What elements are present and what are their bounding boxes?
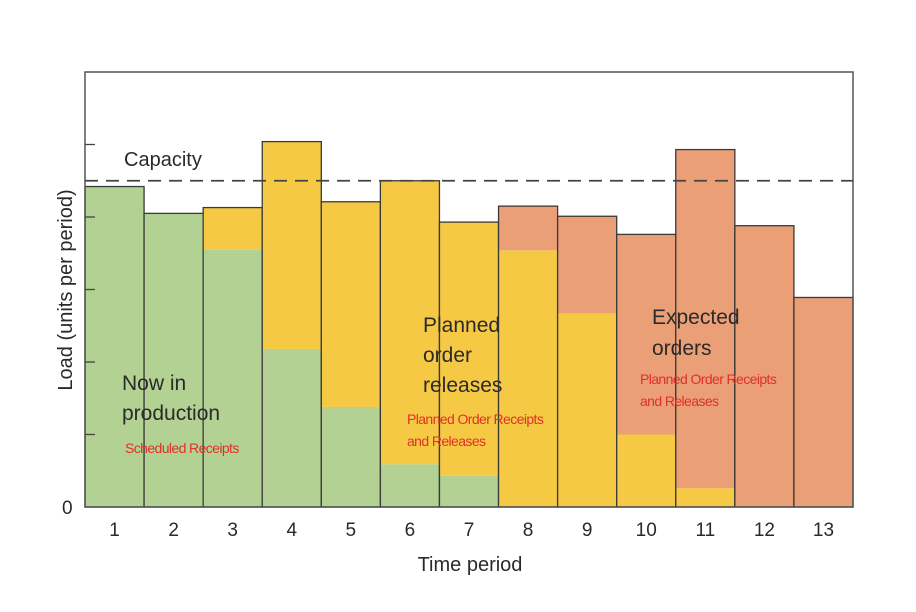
x-tick-label: 1 xyxy=(109,520,120,541)
capacity-label: Capacity xyxy=(124,149,202,171)
bar-segment-1-period-3 xyxy=(203,249,263,507)
annotation-planned-2: order xyxy=(423,344,472,367)
x-tick-label: 3 xyxy=(227,520,238,541)
bar-segment-1-period-5 xyxy=(321,406,381,507)
bar-segment-2-period-3 xyxy=(203,207,263,250)
y-zero-label: 0 xyxy=(62,498,73,519)
annotation-expected-1: Expected xyxy=(652,306,740,329)
annotation-receipts-b-2: and Releases xyxy=(640,393,719,409)
bar-segment-1-period-6 xyxy=(380,464,440,507)
annotation-now-in-production-2: production xyxy=(122,402,220,425)
annotation-receipts-b-1: Planned Order Receipts xyxy=(640,371,777,387)
bar-segment-2-period-5 xyxy=(321,201,381,407)
bar-segment-2-period-6 xyxy=(380,180,440,465)
bars xyxy=(84,140,854,508)
annotation-planned-3: releases xyxy=(423,374,502,397)
x-tick-label: 2 xyxy=(168,520,179,541)
bar-segment-2-period-4 xyxy=(262,141,322,349)
bar-segment-3-period-9 xyxy=(557,216,617,314)
bar-segment-2-period-8 xyxy=(498,250,558,507)
bar-segment-1-period-4 xyxy=(262,348,322,507)
x-tick-label: 8 xyxy=(523,520,534,541)
x-tick-label: 7 xyxy=(464,520,475,541)
annotation-scheduled-receipts: Scheduled Receipts xyxy=(125,440,239,456)
x-tick-label: 5 xyxy=(346,520,357,541)
bar-segment-1-period-2 xyxy=(144,213,204,507)
x-tick-label: 11 xyxy=(695,520,715,541)
annotation-expected-2: orders xyxy=(652,337,712,360)
bar-segment-1-period-7 xyxy=(439,475,499,507)
annotation-receipts-a-2: and Releases xyxy=(407,433,486,449)
bar-segment-3-period-10 xyxy=(616,234,676,435)
bar-segment-3-period-11 xyxy=(675,149,735,489)
y-ticks xyxy=(85,143,95,436)
bar-segment-2-period-10 xyxy=(616,434,676,507)
bar-segment-3-period-12 xyxy=(734,225,794,507)
x-tick-label: 12 xyxy=(754,520,775,541)
bar-segment-2-period-7 xyxy=(439,222,499,476)
annotation-now-in-production-1: Now in xyxy=(122,372,186,395)
annotation-receipts-a-1: Planned Order Receipts xyxy=(407,411,544,427)
x-tick-label: 4 xyxy=(286,520,297,541)
x-tick-label: 9 xyxy=(582,520,593,541)
bar-segment-2-period-9 xyxy=(557,313,617,507)
bar-segment-1-period-1 xyxy=(85,186,145,508)
bar-segment-3-period-8 xyxy=(498,206,558,251)
x-tick-label: 6 xyxy=(405,520,416,541)
y-axis-label: Load (units per period) xyxy=(55,189,77,390)
annotation-planned-1: Planned xyxy=(423,314,500,337)
bar-segment-2-period-11 xyxy=(675,488,735,507)
x-tick-labels: 1 2 3 4 5 6 7 8 9 10 11 12 13 xyxy=(109,520,834,541)
x-tick-label: 13 xyxy=(813,520,834,541)
x-axis-label: Time period xyxy=(418,554,523,576)
x-tick-label: 10 xyxy=(636,520,657,541)
bar-segment-3-period-13 xyxy=(793,297,853,507)
